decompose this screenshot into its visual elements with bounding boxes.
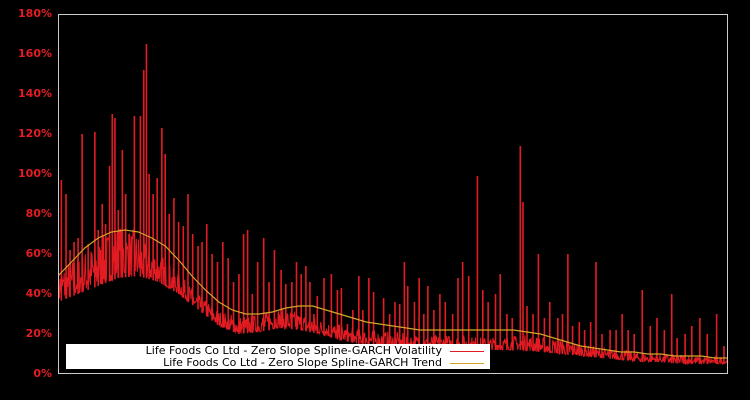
trend-series [58,229,728,359]
y-tick-label: 60% [25,247,52,260]
legend-label-volatility: Life Foods Co Ltd - Zero Slope Spline-GA… [145,344,442,357]
y-tick-label: 140% [18,87,52,100]
y-tick-label: 40% [25,287,52,300]
legend-item-volatility: Life Foods Co Ltd - Zero Slope Spline-GA… [146,345,490,357]
y-tick-label: 20% [25,327,52,340]
volatility-series [58,44,728,366]
legend-label-trend: Life Foods Co Ltd - Zero Slope Spline-GA… [163,356,442,369]
y-tick-label: 80% [25,207,52,220]
plot-frame [58,14,728,374]
legend: Life Foods Co Ltd - Zero Slope Spline-GA… [66,344,490,369]
y-tick-label: 100% [18,167,52,180]
legend-swatch-trend [450,362,484,364]
y-tick-label: 180% [18,7,52,20]
y-tick-label: 0% [33,367,52,380]
y-tick-label: 120% [18,127,52,140]
y-tick-label: 160% [18,47,52,60]
legend-swatch-volatility [450,350,484,352]
legend-item-trend: Life Foods Co Ltd - Zero Slope Spline-GA… [163,357,490,369]
